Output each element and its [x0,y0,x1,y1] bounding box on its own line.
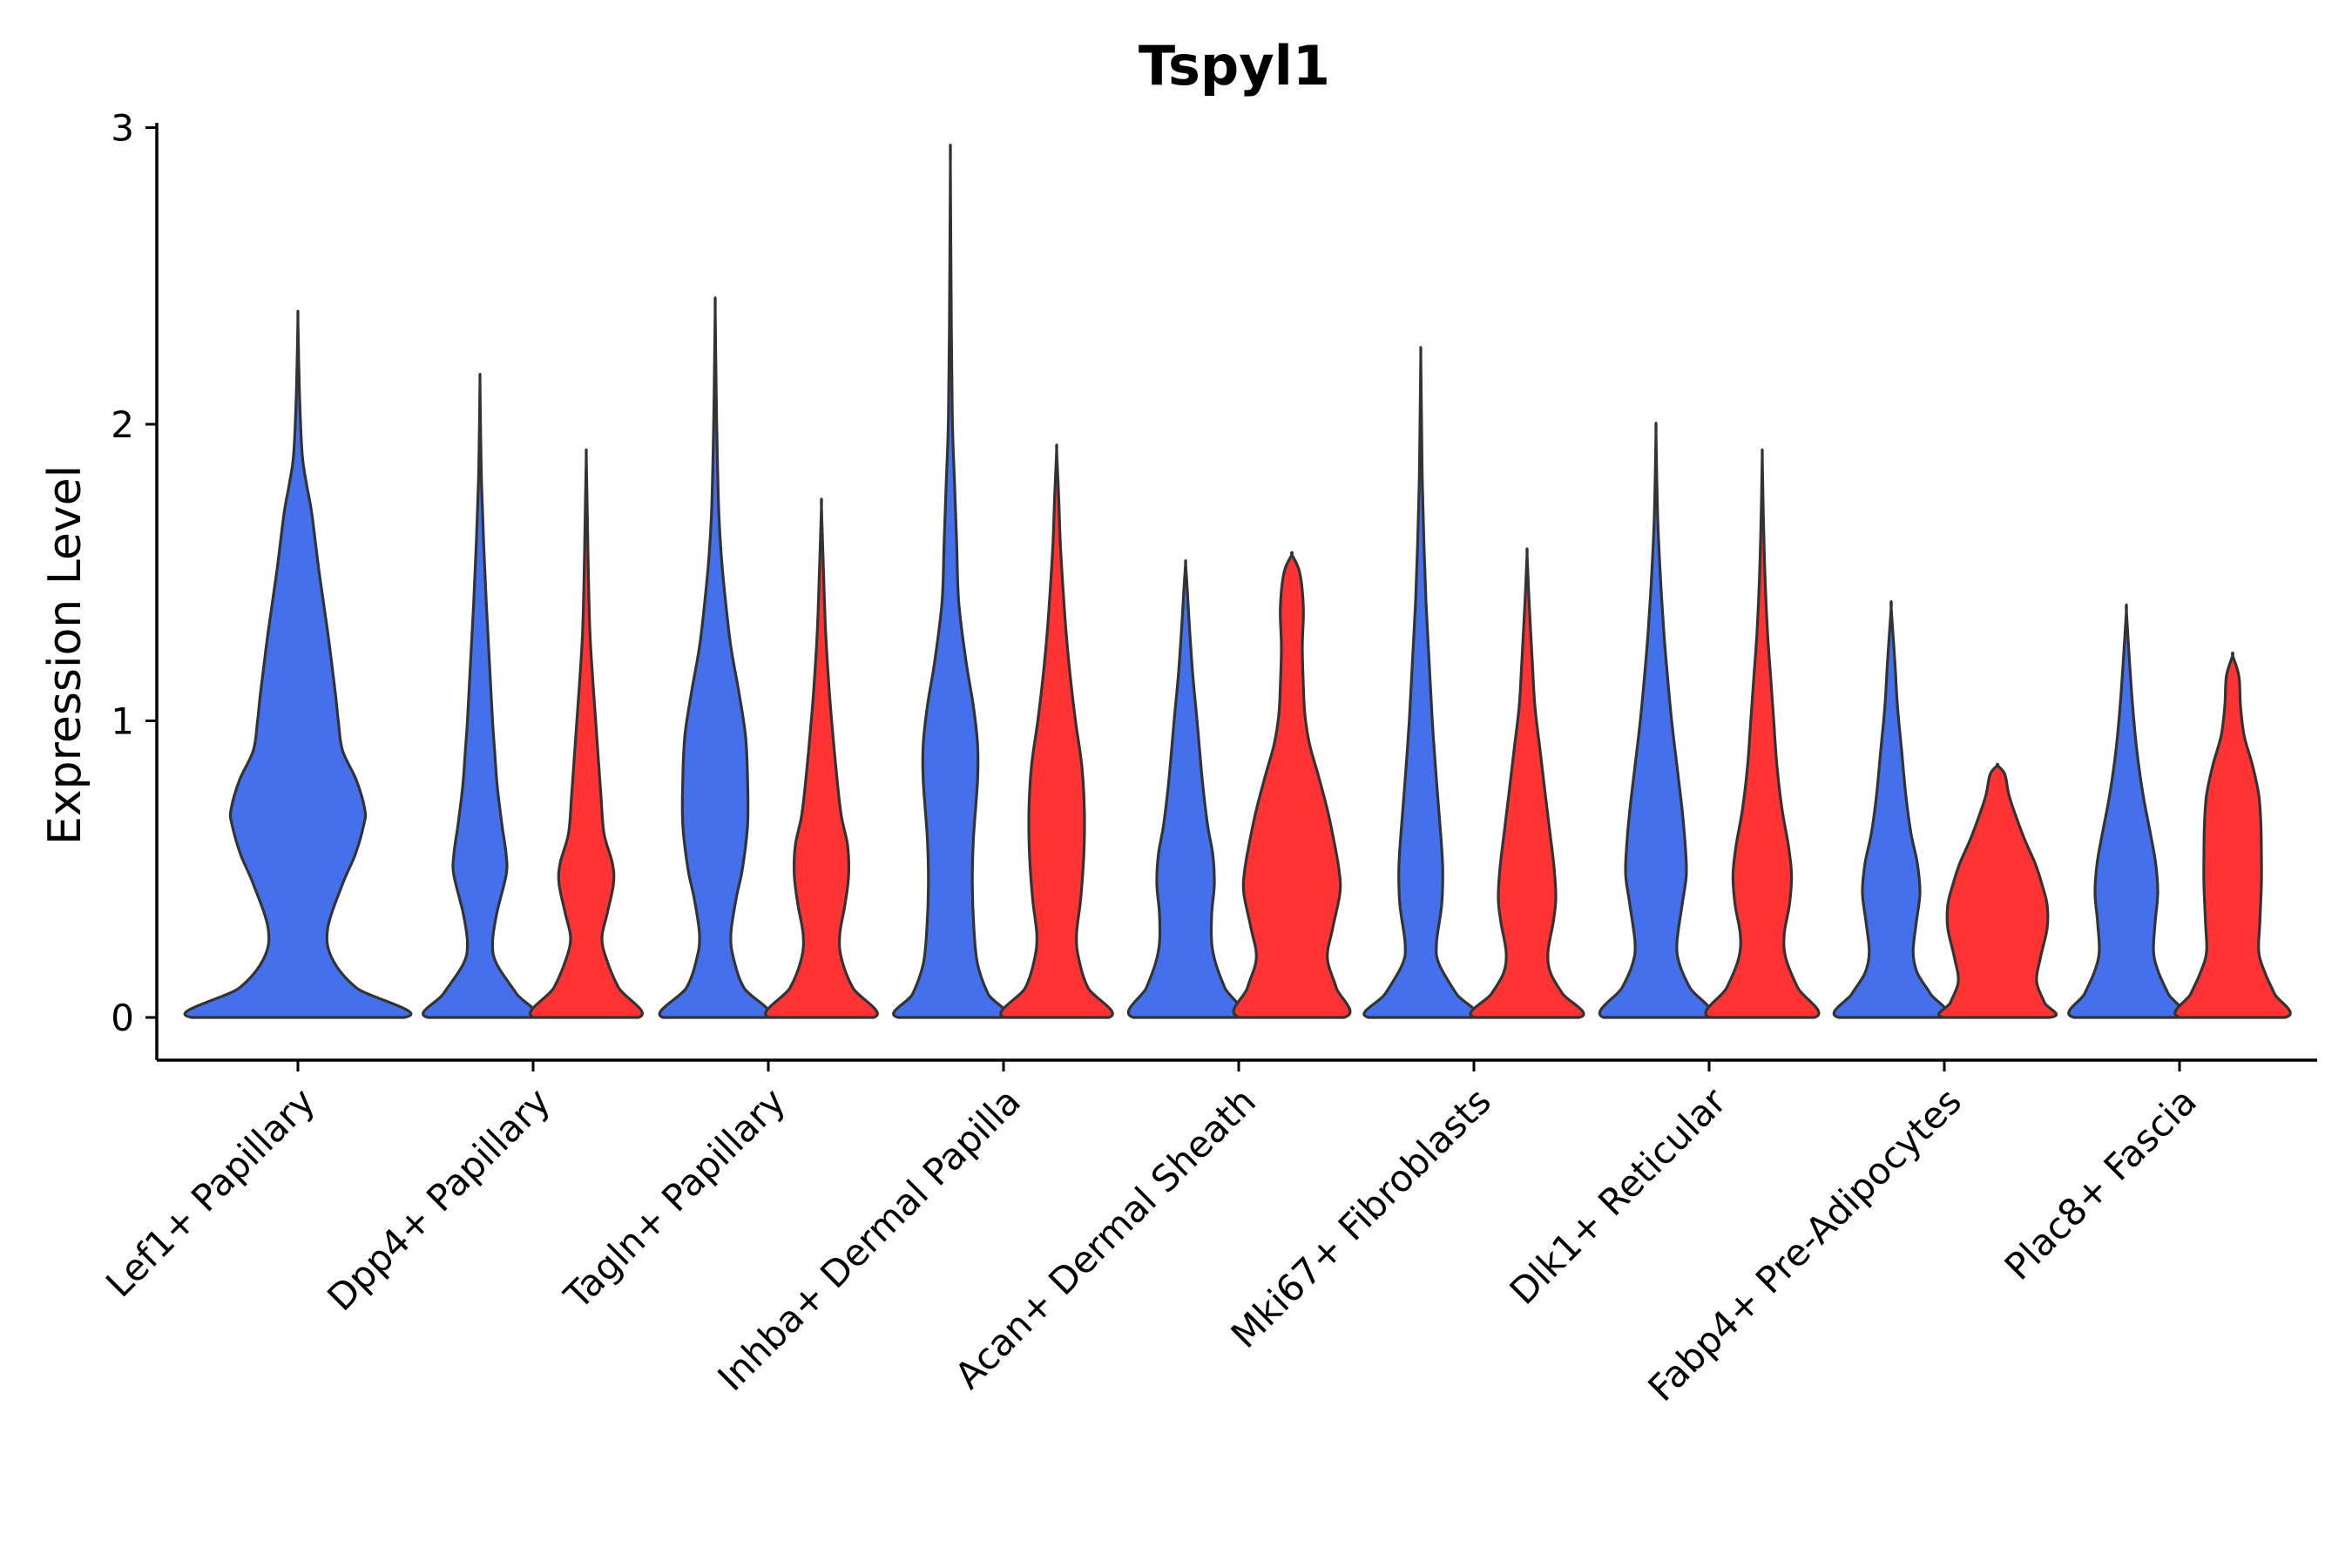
y-tick-label-0: 0 [111,997,134,1039]
violin-6-group-1 [1598,422,1714,1019]
violin-5-group-2 [1469,547,1585,1019]
violin-7-group-2 [1936,762,2058,1019]
y-axis-label: Expression Level [39,465,91,845]
x-tick-label-6: Dlk1+ Reticular [1502,1079,1735,1313]
violin-2-group-1 [658,296,773,1019]
violin-1-group-1 [422,372,538,1019]
x-tick-label-8: Plac8+ Fascia [1997,1079,2205,1288]
violin-6-group-2 [1704,448,1821,1019]
chart-title: Tspyl1 [1139,34,1330,98]
violins-layer [183,144,2292,1019]
violin-3-group-1 [892,144,1009,1019]
y-tick-label-2: 2 [111,403,134,446]
x-tick-label-2: Tagln+ Papillary [556,1079,794,1317]
violin-2-group-2 [764,497,879,1019]
violin-7-group-1 [1832,599,1950,1019]
violin-8-group-2 [2173,652,2292,1019]
y-tick-label-1: 1 [111,700,134,743]
violin-1-group-2 [529,448,644,1019]
violin-4-group-2 [1232,551,1352,1019]
violin-8-group-1 [2067,603,2186,1019]
x-tick-label-1: Dpp4+ Papillary [319,1079,558,1319]
violin-3-group-2 [999,443,1114,1019]
y-tick-label-3: 3 [111,107,134,150]
violin-4-group-1 [1126,559,1245,1019]
violin-5-group-1 [1362,346,1479,1019]
x-tick-label-5: Mki67+ Fibroblasts [1223,1079,1499,1355]
x-tick-label-0: Lef1+ Papillary [98,1079,323,1305]
violin-0-group-1 [183,309,413,1019]
